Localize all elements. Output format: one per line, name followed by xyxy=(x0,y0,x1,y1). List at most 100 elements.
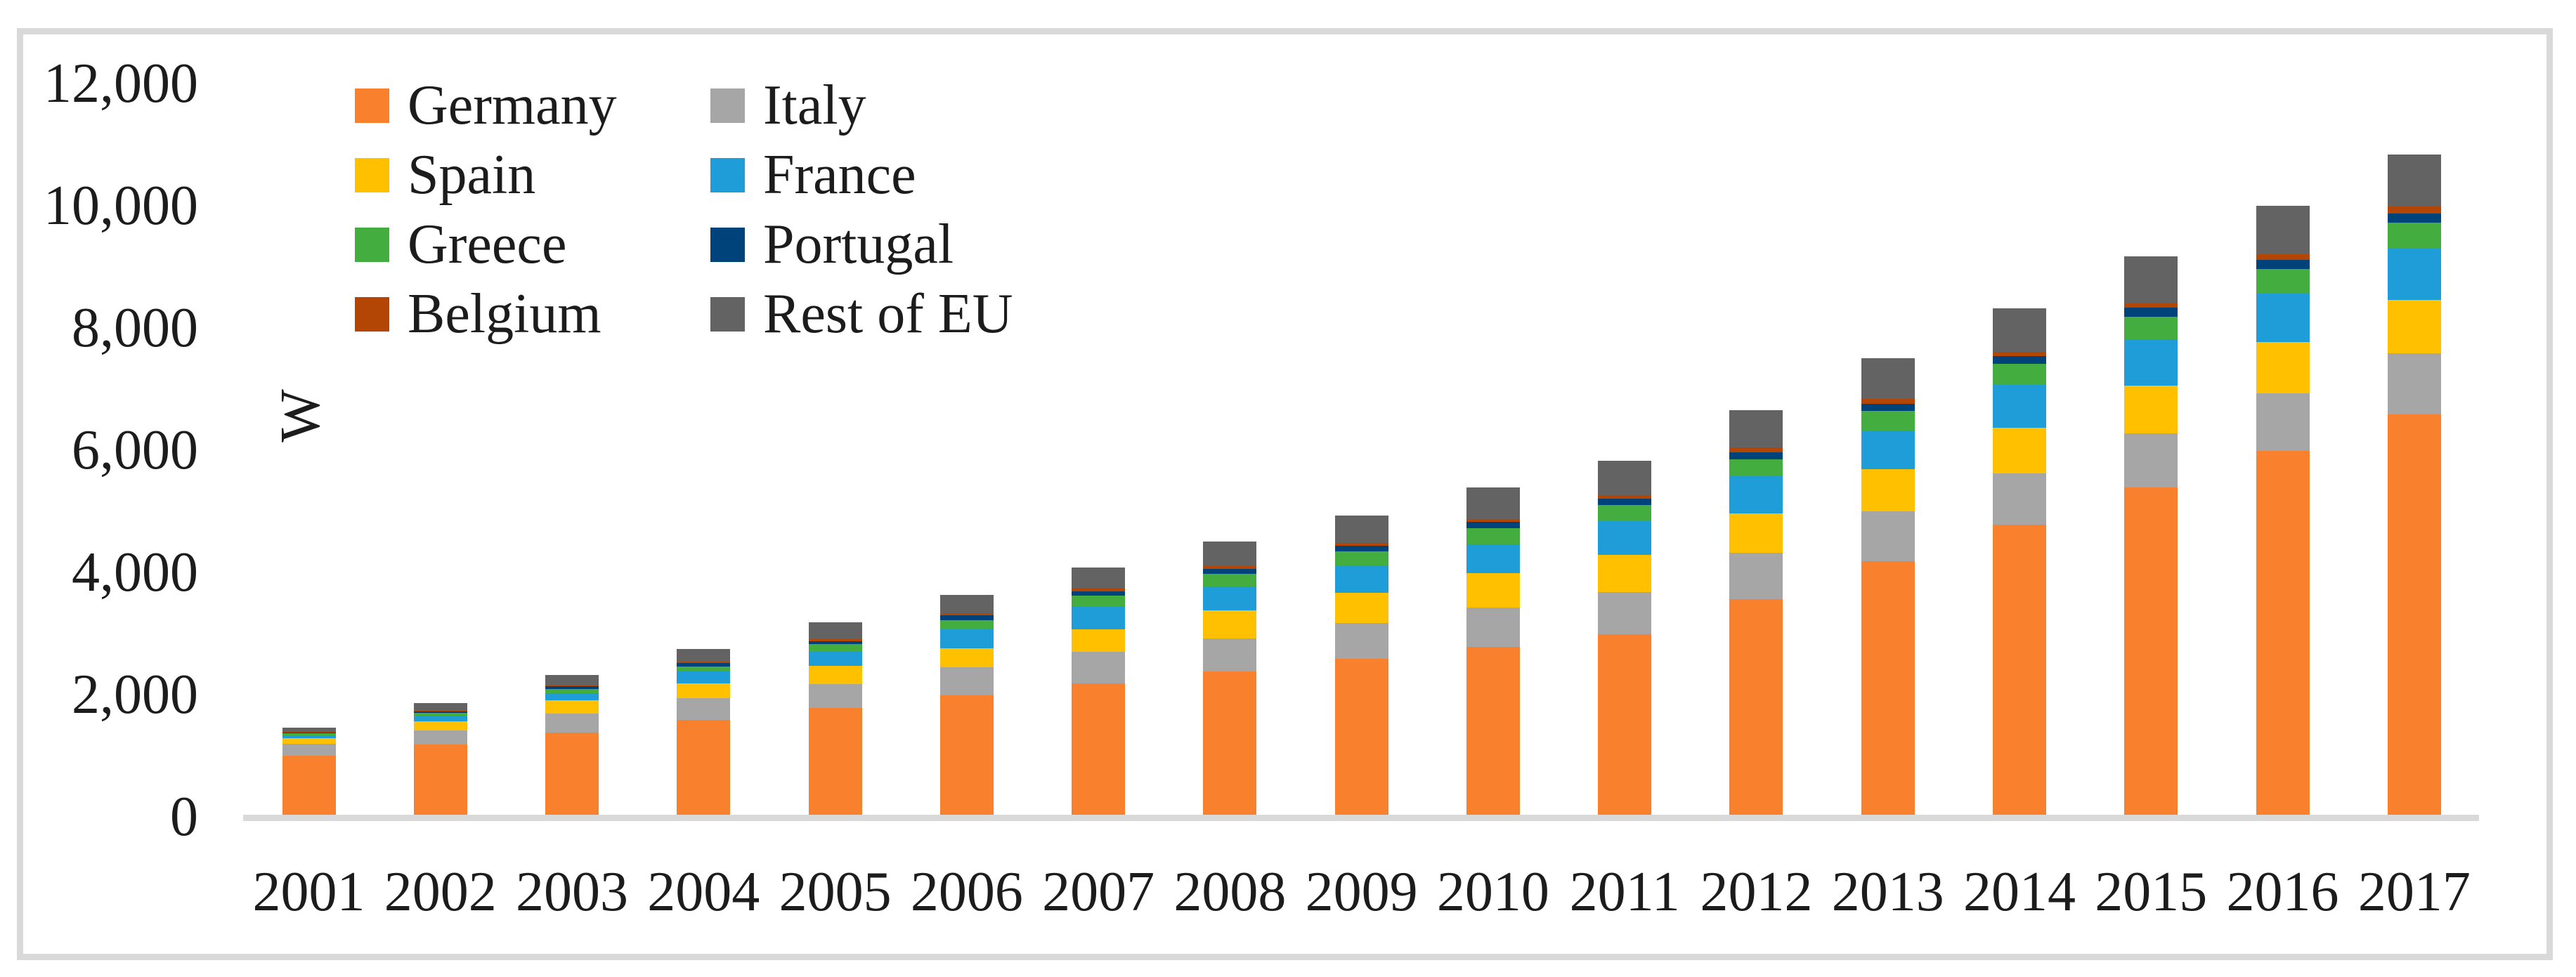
legend-label-portugal: Portugal xyxy=(763,214,954,275)
bar-segment-2002-italy xyxy=(413,730,467,745)
bar-segment-2012-portugal xyxy=(1729,452,1783,459)
bar-segment-2016-france xyxy=(2256,294,2310,343)
bar-segment-2012-italy xyxy=(1729,553,1783,599)
stacked-bar-2007 xyxy=(1072,567,1126,815)
legend-item-germany: Germany xyxy=(355,74,617,137)
bar-segment-2008-greece xyxy=(1203,574,1257,586)
bar-segment-2011-portugal xyxy=(1598,498,1652,506)
legend-swatch-spain xyxy=(355,157,389,192)
x-axis-label-2003: 2003 xyxy=(516,861,629,923)
bar-segment-2005-rest-of-eu xyxy=(808,622,862,639)
bar-segment-2011-spain xyxy=(1598,555,1652,593)
legend-label-spain: Spain xyxy=(408,144,536,206)
legend-label-germany: Germany xyxy=(408,74,617,136)
legend-swatch-belgium xyxy=(355,296,389,332)
bar-segment-2007-rest-of-eu xyxy=(1072,567,1126,589)
legend-label-rest-of-eu: Rest of EU xyxy=(763,283,1013,345)
legend-label-france: France xyxy=(763,144,916,206)
bar-segment-2002-greece xyxy=(413,712,467,716)
legend-swatch-germany xyxy=(355,88,389,123)
bar-segment-2006-portugal xyxy=(939,615,994,620)
bar-segment-2009-france xyxy=(1334,565,1388,593)
bar-segment-2006-rest-of-eu xyxy=(939,594,994,613)
legend-item-greece: Greece xyxy=(355,213,566,276)
x-axis-label-2012: 2012 xyxy=(1700,861,1813,923)
legend-item-france: France xyxy=(710,143,916,206)
bar-segment-2009-germany xyxy=(1334,659,1388,815)
bar-segment-2015-germany xyxy=(2124,487,2178,815)
bar-segment-2011-italy xyxy=(1598,592,1652,635)
bar-segment-2006-belgium xyxy=(939,612,994,615)
bar-segment-2007-france xyxy=(1072,606,1126,629)
bar-segment-2002-rest-of-eu xyxy=(413,702,467,711)
bar-segment-2009-greece xyxy=(1334,551,1388,566)
bar-segment-2014-italy xyxy=(1993,473,2046,525)
bar-segment-2013-germany xyxy=(1861,560,1915,815)
bar-segment-2002-spain xyxy=(413,721,467,730)
bar-segment-2010-belgium xyxy=(1466,518,1520,522)
stacked-bar-2003 xyxy=(545,675,599,815)
bar-segment-2004-spain xyxy=(677,683,731,699)
bar-segment-2012-greece xyxy=(1729,459,1783,477)
stacked-bar-2011 xyxy=(1598,461,1652,815)
x-axis-label-2009: 2009 xyxy=(1305,861,1418,923)
bar-segment-2015-italy xyxy=(2124,433,2178,487)
bar-segment-2004-france xyxy=(677,671,731,684)
bar-segment-2016-greece xyxy=(2256,269,2310,294)
bar-segment-2010-greece xyxy=(1466,528,1520,544)
bar-segment-2014-france xyxy=(1993,384,2046,428)
bar-segment-2010-germany xyxy=(1466,646,1520,815)
bar-segment-2017-rest-of-eu xyxy=(2387,155,2441,207)
stacked-bar-2017 xyxy=(2387,155,2441,815)
stacked-bar-2001 xyxy=(282,727,336,815)
bar-segment-2012-france xyxy=(1729,476,1783,513)
bar-segment-2006-italy xyxy=(939,667,994,696)
bar-segment-2014-portugal xyxy=(1993,356,2046,364)
legend-swatch-rest-of-eu xyxy=(710,296,745,332)
bar-segment-2009-spain xyxy=(1334,592,1388,623)
x-axis-label-2011: 2011 xyxy=(1569,861,1680,923)
stacked-bar-2015 xyxy=(2124,256,2178,815)
stacked-bar-2008 xyxy=(1203,542,1257,815)
legend-label-italy: Italy xyxy=(763,74,866,136)
bar-segment-2003-spain xyxy=(545,700,599,714)
x-axis-label-2013: 2013 xyxy=(1831,861,1944,923)
bar-segment-2015-france xyxy=(2124,339,2178,386)
bar-segment-2002-portugal xyxy=(413,712,467,713)
legend-swatch-france xyxy=(710,157,745,192)
y-axis-tick-label: 0 xyxy=(170,786,198,848)
bar-segment-2004-greece xyxy=(677,666,731,672)
stacked-bar-2016 xyxy=(2256,205,2310,815)
bar-segment-2015-greece xyxy=(2124,316,2178,339)
bar-segment-2006-germany xyxy=(939,695,994,815)
legend-label-greece: Greece xyxy=(408,214,567,275)
bar-segment-2009-rest-of-eu xyxy=(1334,516,1388,544)
bar-segment-2005-greece xyxy=(808,644,862,652)
bar-segment-2017-spain xyxy=(2387,300,2441,354)
bar-segment-2008-rest-of-eu xyxy=(1203,542,1257,566)
bar-segment-2013-france xyxy=(1861,430,1915,470)
bar-segment-2005-belgium xyxy=(808,638,862,641)
bar-segment-2003-greece xyxy=(545,689,599,694)
bar-segment-2003-italy xyxy=(545,714,599,733)
bar-segment-2007-belgium xyxy=(1072,589,1126,591)
bar-segment-2016-germany xyxy=(2256,451,2310,815)
bar-segment-2007-greece xyxy=(1072,596,1126,607)
bar-segment-2004-rest-of-eu xyxy=(677,648,731,662)
y-axis-tick-label: 10,000 xyxy=(44,175,198,237)
stacked-bar-2012 xyxy=(1729,410,1783,815)
bar-segment-2004-belgium xyxy=(677,662,731,664)
bar-segment-2016-rest-of-eu xyxy=(2256,205,2310,254)
bar-segment-2008-portugal xyxy=(1203,568,1257,575)
bar-segment-2012-rest-of-eu xyxy=(1729,410,1783,448)
bar-segment-2015-rest-of-eu xyxy=(2124,256,2178,303)
bar-segment-2010-france xyxy=(1466,544,1520,574)
bar-segment-2005-germany xyxy=(808,707,862,815)
y-axis-tick-label: 2,000 xyxy=(72,664,198,726)
bar-segment-2013-greece xyxy=(1861,411,1915,431)
bar-segment-2014-rest-of-eu xyxy=(1993,308,2046,352)
x-axis-label-2014: 2014 xyxy=(1963,861,2076,923)
x-axis-label-2010: 2010 xyxy=(1436,861,1549,923)
legend-swatch-greece xyxy=(355,227,389,262)
y-axis-tick-label: 12,000 xyxy=(44,53,198,114)
